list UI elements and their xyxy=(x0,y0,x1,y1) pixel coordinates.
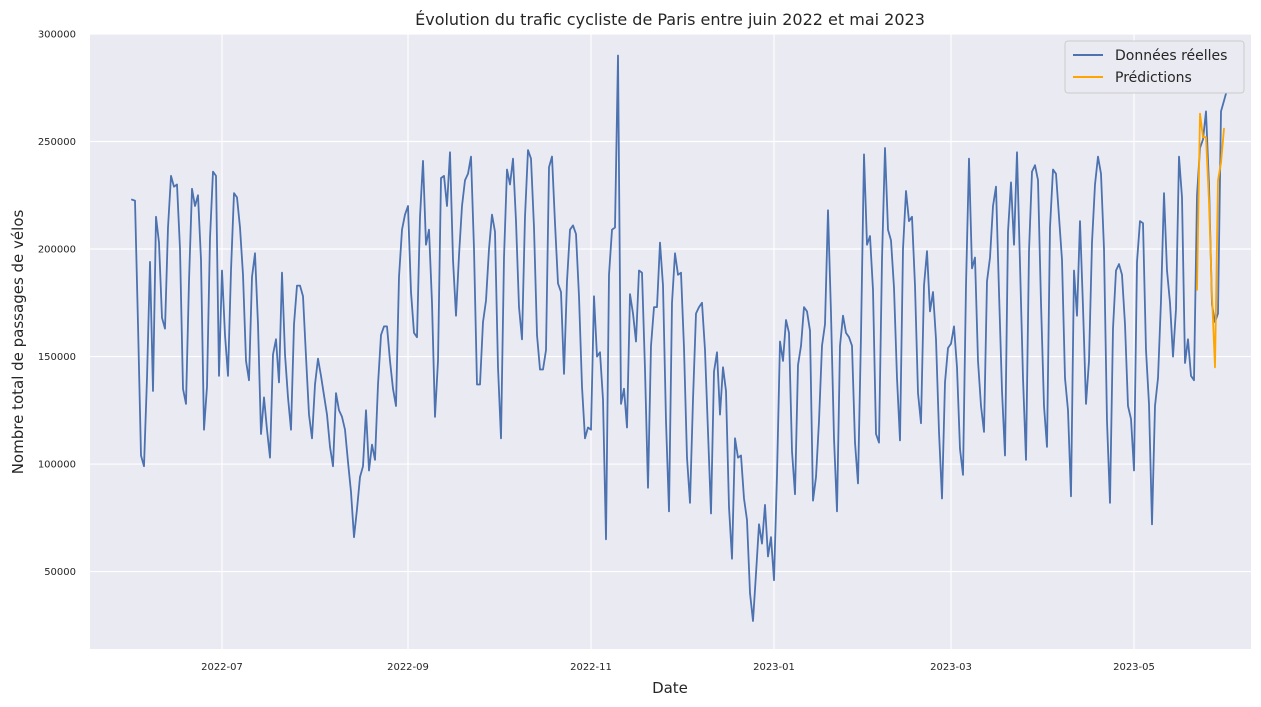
chart-title: Évolution du trafic cycliste de Paris en… xyxy=(415,10,925,29)
series-layer xyxy=(131,54,1228,622)
plot-background xyxy=(90,34,1251,649)
legend-label-predictions: Prédictions xyxy=(1115,70,1192,86)
y-tick-label: 300000 xyxy=(38,30,76,41)
y-tick-label: 50000 xyxy=(44,567,76,578)
y-axis-ticks: 50000 100000 150000 200000 250000 300000 xyxy=(38,30,76,579)
x-tick-label: 2023-05 xyxy=(1113,662,1155,673)
y-tick-label: 250000 xyxy=(38,137,76,148)
y-tick-label: 150000 xyxy=(38,352,76,363)
legend: Données réelles Prédictions xyxy=(1064,40,1245,94)
grid-lines xyxy=(90,33,1251,649)
y-tick-label: 100000 xyxy=(38,460,76,471)
y-axis-label: Nombre total de passages de vélos xyxy=(9,210,27,475)
series-line-predictions xyxy=(1196,112,1225,369)
series-line-actual xyxy=(131,54,1228,622)
legend-box xyxy=(1064,40,1245,94)
x-tick-label: 2023-01 xyxy=(753,662,795,673)
x-tick-label: 2022-11 xyxy=(570,662,612,673)
x-tick-label: 2022-07 xyxy=(201,662,243,673)
x-axis-ticks: 2022-07 2022-09 2022-11 2023-01 2023-03 2023-… xyxy=(201,662,1155,673)
x-axis-label: Date xyxy=(652,679,688,697)
legend-label-actual: Données réelles xyxy=(1115,48,1227,64)
y-tick-label: 200000 xyxy=(38,245,76,256)
x-tick-label: 2022-09 xyxy=(387,662,429,673)
x-tick-label: 2023-03 xyxy=(930,662,972,673)
